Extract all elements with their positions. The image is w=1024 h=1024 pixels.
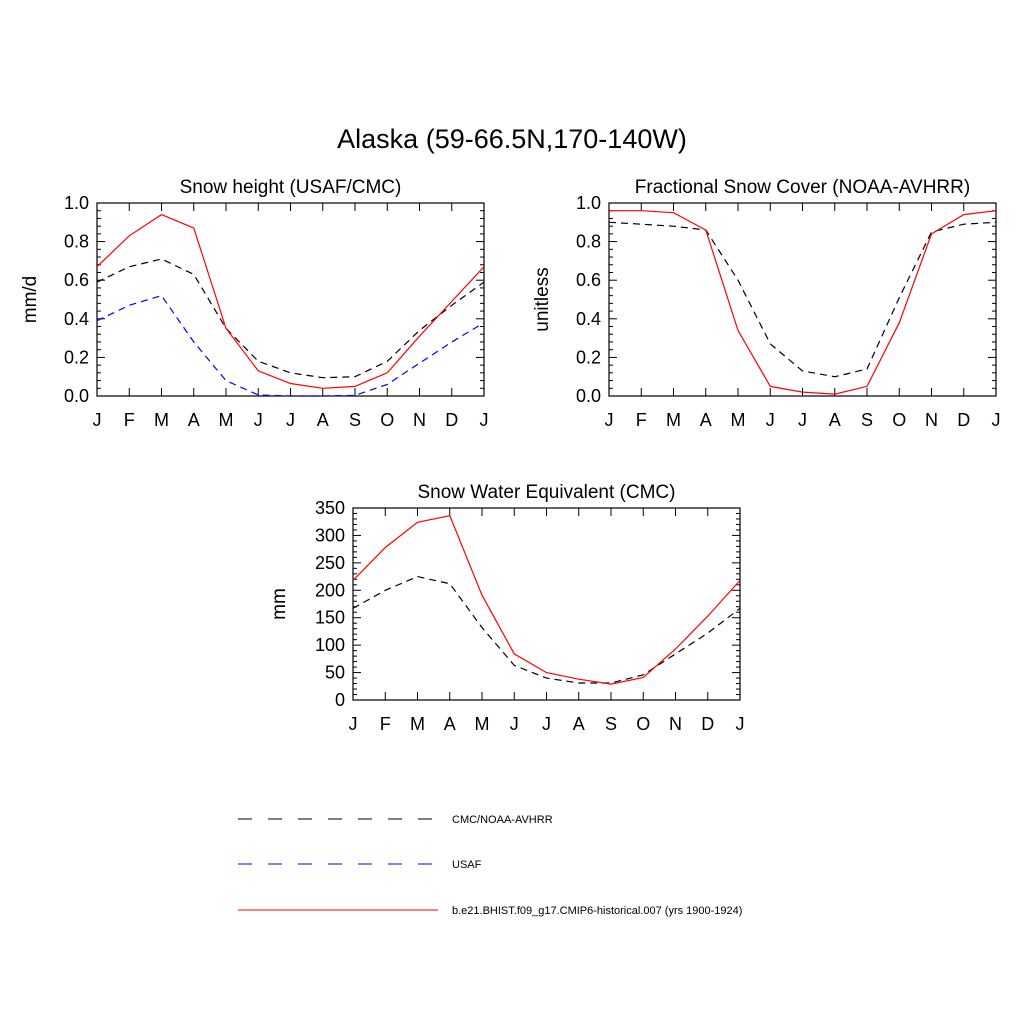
x-tick-label: J [992, 410, 1001, 430]
x-tick-label: O [380, 410, 394, 430]
panel-1: Snow height (USAF/CMC) mm/d 0.0 0.2 0.4 0.6 0.… [20, 177, 489, 430]
legend: CMC/NOAA-AVHRR USAF b.e21.BHIST.f09_g17.CM… [238, 814, 742, 917]
plot-frame [352, 507, 741, 701]
x-tick-label: D [957, 410, 970, 430]
x-tick-label: J [480, 410, 489, 430]
x-tick-label: J [349, 714, 358, 734]
y-tick-label: 0.6 [64, 270, 89, 290]
x-tick-label: A [317, 410, 329, 430]
legend-label: CMC/NOAA-AVHRR [452, 814, 553, 826]
y-tick-label: 250 [315, 553, 345, 573]
x-tick-label: D [445, 410, 458, 430]
x-tick-label: O [636, 714, 650, 734]
y-tick-label: 0.8 [64, 232, 89, 252]
panel-title: Fractional Snow Cover (NOAA-AVHRR) [635, 177, 970, 198]
y-tick-label: 0.6 [576, 270, 601, 290]
x-tick-label: S [861, 410, 873, 430]
x-tick-label: J [736, 714, 745, 734]
y-tick-label: 0.2 [64, 347, 89, 367]
x-tick-label: N [413, 410, 426, 430]
x-tick-label: A [700, 410, 712, 430]
y-tick-label: 100 [315, 635, 345, 655]
y-tick-label: 0.0 [64, 386, 89, 406]
x-tick-label: S [605, 714, 617, 734]
y-tick-label: 300 [315, 525, 345, 545]
series-line-model [609, 210, 997, 395]
x-tick-label: A [573, 714, 585, 734]
x-tick-label: F [380, 714, 391, 734]
x-tick-label: J [766, 410, 775, 430]
legend-entry-3: b.e21.BHIST.f09_g17.CMIP6-historical.007… [238, 905, 742, 917]
x-tick-label: J [798, 410, 807, 430]
x-tick-label: A [188, 410, 200, 430]
x-tick-label: F [124, 410, 135, 430]
legend-label: b.e21.BHIST.f09_g17.CMIP6-historical.007… [452, 905, 742, 917]
x-tick-label: S [349, 410, 361, 430]
x-tick-label: J [510, 714, 519, 734]
y-tick-label: 0.2 [576, 347, 601, 367]
x-tick-label: M [731, 410, 746, 430]
y-axis-label: mm [269, 588, 290, 620]
x-tick-label: O [892, 410, 906, 430]
y-axis-label: unitless [532, 267, 553, 331]
y-tick-label: 0 [335, 690, 345, 710]
x-tick-label: D [701, 714, 714, 734]
series-line-model [96, 213, 485, 389]
panel-2: Fractional Snow Cover (NOAA-AVHRR) unitle… [532, 177, 1001, 430]
y-tick-label: 1.0 [64, 193, 89, 213]
panel-3: Snow Water Equivalent (CMC) mm 0 50 100 150 20… [269, 482, 745, 734]
main-title: Alaska (59-66.5N,170-140W) [337, 124, 687, 154]
x-tick-label: M [410, 714, 425, 734]
x-tick-label: N [669, 714, 682, 734]
x-tick-label: J [542, 714, 551, 734]
y-tick-label: 0.4 [576, 309, 601, 329]
x-tick-label: J [605, 410, 614, 430]
y-tick-label: 0.4 [64, 309, 89, 329]
series-line-cmc [352, 575, 741, 684]
legend-label: USAF [452, 859, 482, 871]
x-tick-label: M [666, 410, 681, 430]
y-tick-label: 1.0 [576, 193, 601, 213]
plot-frame [608, 202, 997, 397]
panel-title: Snow height (USAF/CMC) [180, 177, 402, 198]
series-line-cmc [608, 221, 997, 378]
series-line-model [352, 515, 741, 685]
x-tick-label: J [93, 410, 102, 430]
series-line-usaf [96, 294, 485, 397]
y-tick-label: 0.0 [576, 386, 601, 406]
x-tick-label: F [636, 410, 647, 430]
x-tick-label: J [254, 410, 263, 430]
x-tick-label: A [829, 410, 841, 430]
legend-entry-2: USAF [238, 859, 482, 871]
y-tick-label: 0.8 [576, 232, 601, 252]
x-tick-label: N [925, 410, 938, 430]
y-tick-label: 200 [315, 580, 345, 600]
panel-title: Snow Water Equivalent (CMC) [418, 482, 676, 503]
y-tick-label: 50 [325, 663, 345, 683]
plot-frame [96, 202, 485, 397]
y-tick-label: 150 [315, 608, 345, 628]
x-tick-label: M [219, 410, 234, 430]
x-tick-label: M [475, 714, 490, 734]
x-tick-label: J [286, 410, 295, 430]
x-tick-label: A [444, 714, 456, 734]
legend-entry-1: CMC/NOAA-AVHRR [238, 814, 553, 826]
y-tick-label: 350 [315, 498, 345, 518]
y-axis-label: mm/d [20, 276, 41, 324]
series-line-cmc [96, 258, 485, 379]
x-tick-label: M [154, 410, 169, 430]
